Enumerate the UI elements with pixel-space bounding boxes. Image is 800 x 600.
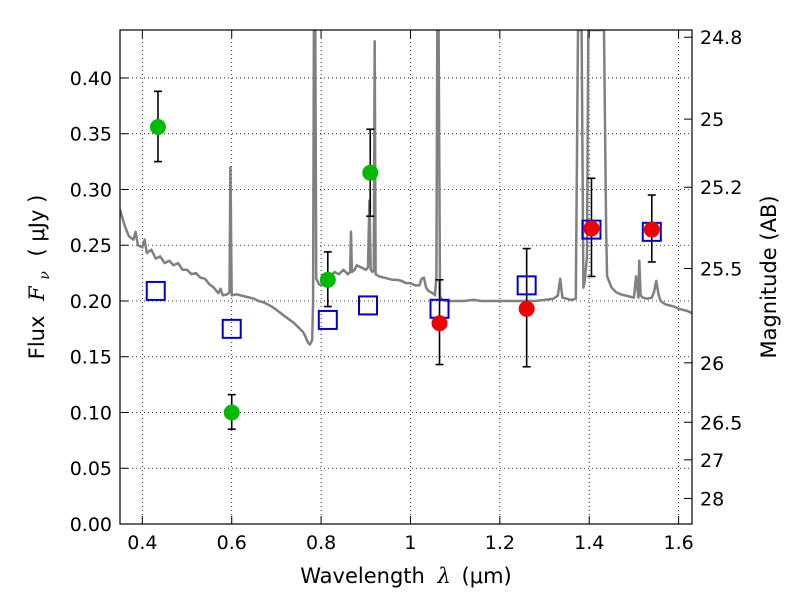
y-tick-label: 0.30 (70, 179, 112, 201)
spectrum-line (120, 30, 692, 346)
photometry-point (319, 271, 336, 288)
photometry-point (223, 404, 240, 421)
y-axis-label-unit: ( μJy ) (25, 195, 49, 257)
photometry-point (362, 164, 379, 181)
x-tick-label: 0.8 (306, 532, 336, 554)
y-tick-label: 0.00 (70, 514, 112, 536)
y-tick-label: 0.05 (70, 458, 112, 480)
x-tick-label: 1.6 (663, 532, 693, 554)
photometry-point (149, 119, 166, 136)
plot-background (120, 30, 692, 524)
x-axis-label: Wavelength λ (μm) (300, 564, 511, 588)
y-axis-label: Flux F ν ( μJy ) (25, 195, 54, 360)
model-square-point (516, 275, 537, 296)
right-tick-label: 25.5 (700, 259, 742, 281)
x-tick-label: 1.2 (485, 532, 515, 554)
photometry-point (431, 315, 448, 332)
data-layer (120, 30, 692, 431)
model-square-point (221, 318, 242, 339)
photometry-point (643, 221, 660, 238)
right-tick-label: 26 (700, 353, 724, 375)
x-axis-label-symbol: λ (437, 564, 451, 588)
ticks: 0.4 0.6 0.8 1 1.2 1.4 1.6 0.00 0.05 0.10 0.15 0.20 0… (70, 27, 743, 554)
right-axis-label: Magnitude (AB) (757, 195, 781, 358)
right-tick-label: 27 (700, 450, 724, 472)
y-tick-label: 0.40 (70, 68, 112, 90)
y-axis-label-sub: ν (37, 271, 53, 280)
right-tick-label: 24.8 (700, 27, 742, 49)
y-axis-label-prefix: Flux (25, 316, 49, 360)
x-tick-label: 0.6 (217, 532, 247, 554)
x-tick-label: 1 (404, 532, 416, 554)
y-tick-label: 0.10 (70, 402, 112, 424)
right-tick-label: 25 (700, 109, 724, 131)
model-square-point (358, 295, 379, 316)
y-tick-label: 0.15 (70, 347, 112, 369)
model-square-point (317, 309, 338, 330)
model-square-point (145, 280, 166, 301)
y-tick-label: 0.35 (70, 124, 112, 146)
right-tick-label: 28 (700, 488, 724, 510)
x-tick-label: 0.4 (127, 532, 157, 554)
y-axis-label-symbol: F (25, 285, 49, 302)
right-tick-label: 25.2 (700, 177, 742, 199)
x-tick-label: 1.4 (574, 532, 604, 554)
photometry-point (583, 220, 600, 237)
y-tick-label: 0.25 (70, 235, 112, 257)
photometry-point (518, 300, 535, 317)
right-tick-label: 26.5 (700, 412, 742, 434)
y-tick-label: 0.20 (70, 291, 112, 313)
plot-frame (119, 29, 693, 525)
x-axis-label-prefix: Wavelength (300, 564, 425, 588)
x-axis-label-unit: (μm) (462, 564, 512, 588)
